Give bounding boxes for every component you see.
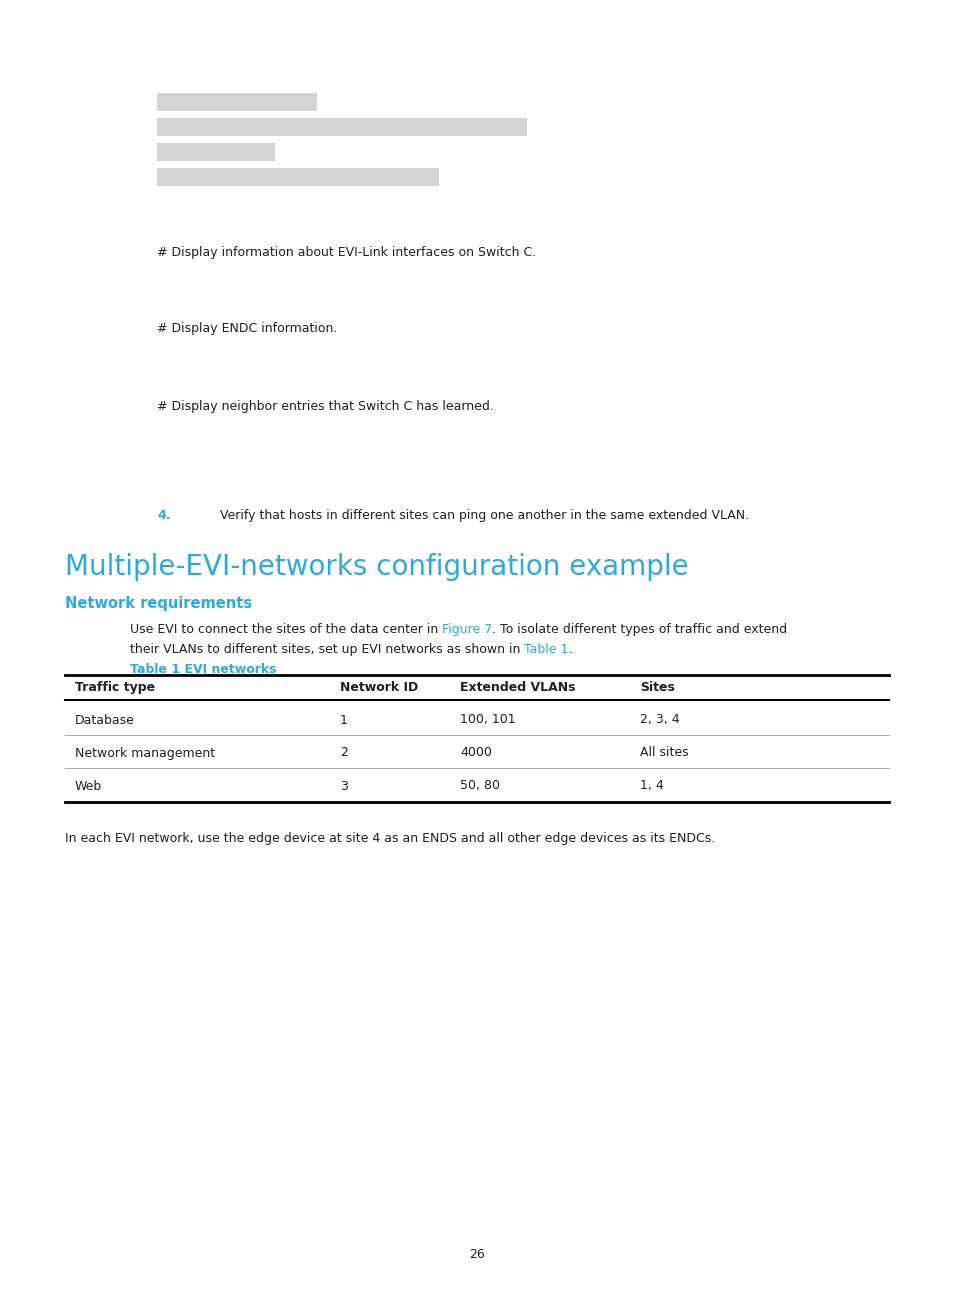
Text: Table 1 EVI networks: Table 1 EVI networks xyxy=(130,664,276,677)
Text: 26: 26 xyxy=(469,1248,484,1261)
Text: Table 1: Table 1 xyxy=(524,643,568,656)
Text: # Display neighbor entries that Switch C has learned.: # Display neighbor entries that Switch C… xyxy=(157,400,494,413)
Bar xyxy=(157,93,316,111)
Text: In each EVI network, use the edge device at site 4 as an ENDS and all other edge: In each EVI network, use the edge device… xyxy=(65,832,715,845)
Text: . To isolate different types of traffic and extend: . To isolate different types of traffic … xyxy=(492,623,787,636)
Bar xyxy=(157,143,274,161)
Text: 1, 4: 1, 4 xyxy=(639,779,663,792)
Text: 3: 3 xyxy=(339,779,348,792)
Text: .: . xyxy=(568,643,572,656)
Text: # Display information about EVI-Link interfaces on Switch C.: # Display information about EVI-Link int… xyxy=(157,246,536,259)
Text: All sites: All sites xyxy=(639,746,688,759)
Text: Figure 7: Figure 7 xyxy=(442,623,492,636)
Text: 2, 3, 4: 2, 3, 4 xyxy=(639,714,679,727)
Text: Sites: Sites xyxy=(639,680,674,693)
Text: 4.: 4. xyxy=(157,509,171,522)
Bar xyxy=(157,168,438,187)
Text: Verify that hosts in different sites can ping one another in the same extended V: Verify that hosts in different sites can… xyxy=(220,509,748,522)
Text: Web: Web xyxy=(75,779,102,792)
Text: Database: Database xyxy=(75,714,134,727)
Text: Traffic type: Traffic type xyxy=(75,680,155,693)
Text: 1: 1 xyxy=(339,714,348,727)
Text: 2: 2 xyxy=(339,746,348,759)
Text: 100, 101: 100, 101 xyxy=(459,714,515,727)
Text: Network ID: Network ID xyxy=(339,680,417,693)
Text: # Display ENDC information.: # Display ENDC information. xyxy=(157,321,337,334)
Text: Multiple-EVI-networks configuration example: Multiple-EVI-networks configuration exam… xyxy=(65,553,688,581)
Bar xyxy=(157,118,526,136)
Text: 50, 80: 50, 80 xyxy=(459,779,499,792)
Text: Network requirements: Network requirements xyxy=(65,596,252,610)
Text: their VLANs to different sites, set up EVI networks as shown in: their VLANs to different sites, set up E… xyxy=(130,643,524,656)
Text: 4000: 4000 xyxy=(459,746,492,759)
Text: Network management: Network management xyxy=(75,746,214,759)
Text: Use EVI to connect the sites of the data center in: Use EVI to connect the sites of the data… xyxy=(130,623,442,636)
Text: Extended VLANs: Extended VLANs xyxy=(459,680,575,693)
